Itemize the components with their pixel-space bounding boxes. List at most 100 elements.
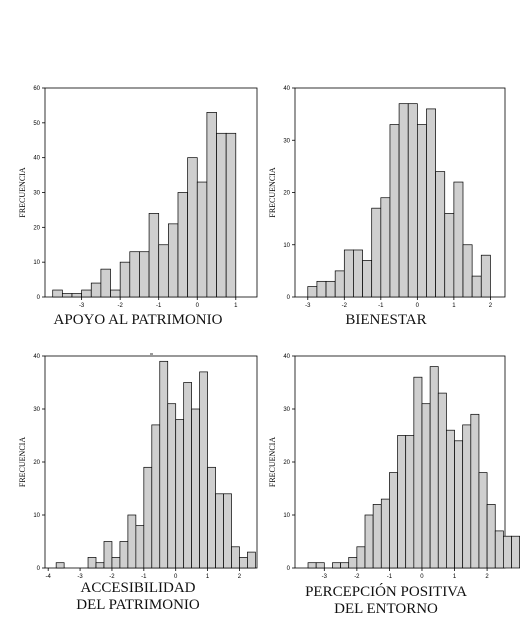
histogram-bar: [127, 514, 137, 569]
histogram-bar: [71, 293, 82, 298]
histogram-bar: [353, 249, 363, 298]
histogram-bar: [175, 419, 185, 569]
x-tick-label: 2: [238, 574, 242, 580]
histogram-bar: [247, 551, 256, 569]
y-tick-label: 30: [283, 138, 290, 144]
y-tick-label: 10: [33, 513, 40, 519]
histogram-bar: [139, 251, 150, 298]
y-tick-label: 0: [287, 566, 291, 572]
histogram-bar: [486, 504, 496, 569]
x-tick-label: -1: [141, 574, 147, 580]
histogram-bar: [61, 293, 73, 298]
histogram-3: 0 10 20 30 40 -4 -3 -2 -1 0 1 2 FRECUENCIA: [18, 354, 258, 580]
histogram-bar: [364, 514, 374, 569]
caption-bienestar-text: BIENESTAR: [345, 312, 427, 328]
histogram-bar: [348, 557, 358, 569]
histogram-bar: [462, 244, 473, 298]
histogram-bar: [405, 435, 415, 569]
histogram-bar: [503, 535, 512, 569]
x-tick-label: 1: [206, 574, 210, 580]
histogram-bar: [435, 171, 446, 298]
caption-apoyo-text: APOYO AL PATRIMONIO: [53, 312, 223, 328]
caption-apoyo: APOYO AL PATRIMONIO: [18, 312, 258, 329]
histogram-bar: [90, 282, 102, 298]
histogram-bar: [340, 562, 350, 569]
histogram-bar: [187, 157, 198, 298]
histogram-bar: [407, 103, 418, 298]
histogram-bar: [225, 132, 237, 298]
x-tick-label: -3: [79, 303, 85, 309]
histogram-bar: [158, 244, 169, 298]
histogram-bar: [315, 562, 325, 569]
histogram-bar: [135, 525, 145, 569]
y-tick-label: 20: [33, 225, 40, 231]
histogram-bar: [307, 562, 317, 569]
x-tick-label: 2: [485, 574, 489, 580]
histogram-bar: [471, 275, 482, 298]
histogram-bar: [437, 392, 447, 569]
x-tick-label: 0: [420, 574, 424, 580]
histogram-bar: [470, 413, 480, 569]
histogram-bar: [207, 466, 216, 569]
histogram-bar: [343, 249, 354, 298]
y-tick-label: 10: [283, 513, 290, 519]
histogram-bar: [215, 493, 224, 569]
histogram-bar: [196, 181, 208, 298]
y-tick-label: 20: [33, 460, 40, 466]
histogram-1: 0 10 20 30 40 50 60 -3 -2 -1 0 1 FRECUENCIA: [18, 86, 258, 309]
histogram-bar: [167, 403, 177, 569]
histogram-bar: [372, 504, 382, 569]
y-tick-label: 40: [33, 156, 40, 162]
histogram-bar: [231, 546, 240, 569]
histogram-bar: [494, 530, 504, 569]
histogram-bar: [55, 562, 65, 569]
histogram-bar: [239, 557, 248, 569]
histogram-bar: [478, 472, 488, 569]
caption-percepcion: PERCEPCIÓN POSITIVA DEL ENTORNO: [266, 584, 506, 618]
histogram-bar: [191, 408, 200, 569]
histogram-bar: [389, 472, 398, 569]
y-tick-label: 60: [33, 86, 40, 92]
caption-percepcion-line1: PERCEPCIÓN POSITIVA: [305, 584, 467, 600]
histogram-bar: [110, 289, 121, 298]
histogram-bar: [183, 382, 192, 569]
histogram-bar: [199, 371, 208, 569]
histogram-bar: [119, 261, 131, 298]
histogram-bar: [325, 280, 336, 298]
histogram-bar: [81, 289, 92, 298]
y-tick-label: 30: [33, 407, 40, 413]
y-tick-label: 20: [283, 191, 290, 197]
x-tick-label: 1: [452, 303, 456, 309]
x-tick-label: -3: [77, 574, 83, 580]
y-tick-label: 0: [37, 295, 41, 301]
x-tick-label: -1: [387, 574, 393, 580]
x-tick-label: 1: [453, 574, 457, 580]
histogram-bar: [462, 424, 472, 569]
x-tick-label: -4: [46, 574, 52, 580]
histogram-bar: [380, 197, 391, 298]
histogram-bar: [429, 366, 439, 569]
y-axis-label: FRECUENCIA: [18, 167, 27, 217]
y-tick-label: 20: [283, 460, 290, 466]
x-tick-label: -2: [342, 303, 348, 309]
histogram-bar: [159, 360, 169, 569]
histogram-bar: [223, 493, 232, 569]
histogram-2: 0 10 20 30 40 -3 -2 -1 0 1 2 FRECUENCIA: [268, 86, 506, 309]
x-tick-label: 0: [174, 574, 178, 580]
histogram-bar: [413, 376, 423, 569]
x-tick-label: -3: [322, 574, 328, 580]
y-tick-label: 40: [283, 354, 290, 360]
histogram-bar: [371, 207, 382, 298]
histogram-bar: [111, 557, 121, 569]
histogram-bar: [95, 562, 105, 569]
histogram-bar: [206, 112, 217, 298]
histogram-bar: [416, 124, 427, 298]
histogram-bar: [100, 268, 111, 298]
y-tick-label: 30: [283, 407, 290, 413]
histogram-bar: [143, 466, 153, 569]
histogram-bar: [103, 541, 113, 569]
x-tick-label: -1: [378, 303, 384, 309]
histogram-bar: [307, 286, 318, 298]
y-axis-label: FRECUENCIA: [268, 167, 277, 217]
